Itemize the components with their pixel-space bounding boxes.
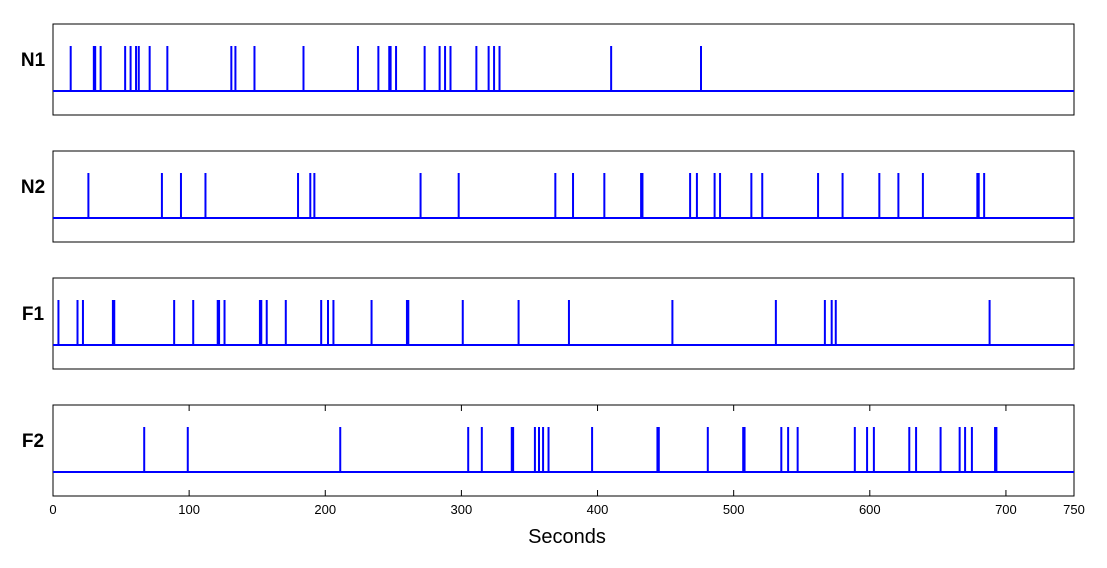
x-tick-label: 700 (995, 502, 1017, 517)
x-tick-label: 300 (451, 502, 473, 517)
x-tick-label: 200 (314, 502, 336, 517)
panels-layer: N1 N2 F1 F2 0 100 200 300 400 500 600 700 750 (21, 23, 1085, 517)
panel-label: F1 (22, 304, 45, 325)
x-tick-label: 500 (723, 502, 745, 517)
x-tick-label: 100 (178, 502, 200, 517)
panel-label: N1 (21, 50, 46, 71)
panel-f1: F1 (22, 277, 1075, 370)
panel-frame (52, 277, 1075, 370)
x-tick-label: 0 (49, 502, 56, 517)
panel-f2: F2 0 100 200 300 400 500 600 700 750 (22, 404, 1085, 517)
x-tick-label: 600 (859, 502, 881, 517)
panel-n1: N1 (21, 23, 1075, 116)
panel-frame (52, 150, 1075, 243)
panel-frame (52, 404, 1075, 497)
x-tick-label: 750 (1063, 502, 1085, 517)
panel-label: F2 (22, 431, 44, 452)
panel-n2: N2 (21, 150, 1075, 243)
x-tick-label: 400 (587, 502, 609, 517)
panel-frame (52, 23, 1075, 116)
x-axis-label: Seconds (528, 526, 606, 548)
panel-label: N2 (21, 177, 45, 198)
